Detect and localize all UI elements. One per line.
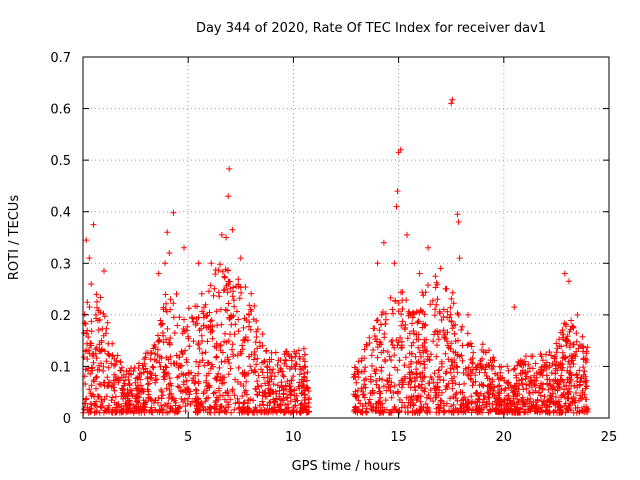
x-tick-label: 15: [390, 430, 407, 445]
data-points: [80, 96, 591, 416]
roti-points: [80, 96, 591, 416]
plot-frame: [82, 56, 610, 419]
y-tick-label: 0.7: [50, 51, 71, 66]
y-axis-label: ROTI / TECUs: [7, 195, 22, 280]
chart-title: Day 344 of 2020, Rate Of TEC Index for r…: [196, 21, 546, 36]
y-tick-label: 0.6: [50, 103, 71, 118]
y-tick-label: 0.4: [50, 206, 71, 221]
x-tick-label: 0: [79, 430, 87, 445]
y-tick-label: 0: [63, 412, 71, 427]
y-tick-label: 0.3: [50, 257, 71, 272]
y-tick-label: 0.2: [50, 309, 71, 324]
x-tick-label: 20: [496, 430, 513, 445]
x-tick-label: 10: [285, 430, 302, 445]
axis-ticks: 0 0.1 0.2 0.3 0.4 0.5 0.6 0.7 0 5 10 15 20 25: [50, 51, 617, 445]
x-axis-label: GPS time / hours: [292, 459, 401, 474]
x-tick-label: 25: [601, 430, 618, 445]
x-tick-label: 5: [184, 430, 192, 445]
y-tick-label: 0.1: [50, 360, 71, 375]
y-tick-label: 0.5: [50, 154, 71, 169]
